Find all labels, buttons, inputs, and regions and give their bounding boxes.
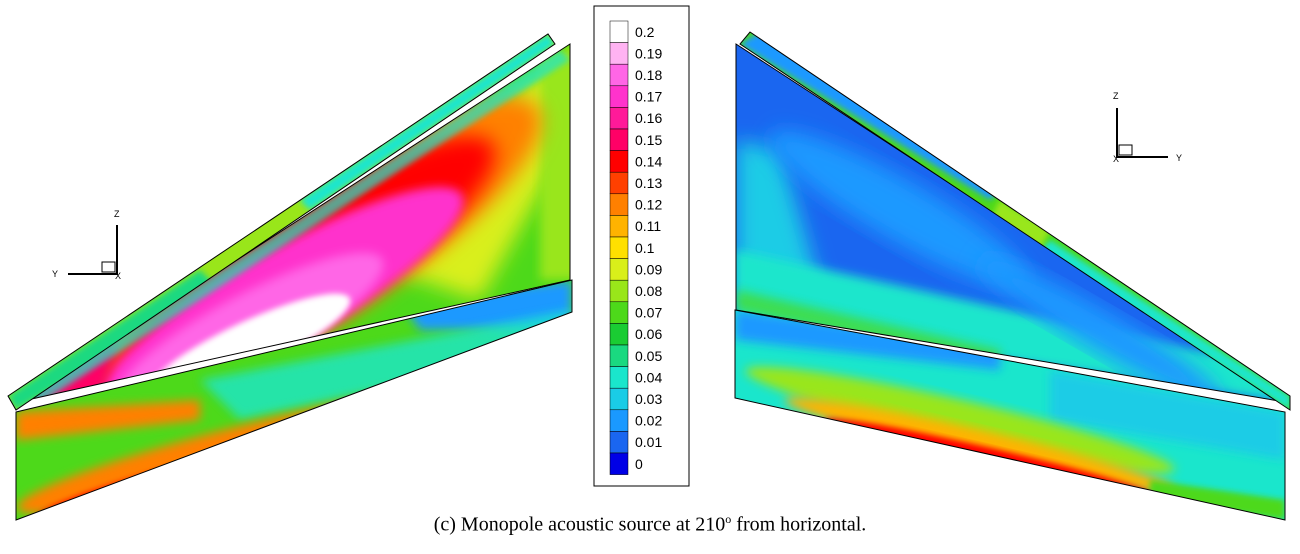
- legend-label: 0.13: [635, 175, 662, 191]
- caption-degree-superscript: o: [725, 512, 732, 526]
- legend-swatch: [609, 85, 629, 108]
- legend-swatch: [609, 431, 629, 454]
- legend-label: 0.15: [635, 132, 662, 148]
- right-triad-z-label: Z: [1113, 91, 1119, 101]
- legend-label: 0.02: [635, 413, 662, 429]
- left-axis-triad: Z Y X: [52, 209, 121, 281]
- right-wing-slat-outline: [739, 31, 1291, 411]
- legend-swatch: [609, 20, 629, 43]
- legend-label: 0.08: [635, 283, 662, 299]
- contour-legend: 0.2 0.19 0.18 0.17 0.16 0.15 0.14 0.13 0.12 0.11 0…: [593, 5, 690, 487]
- left-wing-slat-outline: [7, 33, 556, 411]
- legend-label: 0.12: [635, 197, 662, 213]
- legend-swatch: [609, 366, 629, 389]
- legend-label: 0.03: [635, 391, 662, 407]
- legend-swatch: [609, 409, 629, 432]
- legend-swatch: [609, 107, 629, 130]
- right-triad-y-label: Y: [1176, 153, 1182, 163]
- legend-swatch: [609, 193, 629, 216]
- legend-label: 0: [635, 456, 643, 472]
- right-axis-triad: Z Y X: [1113, 91, 1182, 164]
- legend-swatch: [609, 150, 629, 173]
- legend-label: 0.07: [635, 305, 662, 321]
- left-triad-x-label: X: [115, 271, 121, 281]
- legend-swatch: [609, 323, 629, 346]
- legend-label: 0.16: [635, 110, 662, 126]
- legend-label: 0.06: [635, 326, 662, 342]
- left-wing-flap-outline: [15, 279, 573, 521]
- legend-label: 0.19: [635, 45, 662, 61]
- left-triad-y-label: Y: [52, 269, 58, 279]
- left-wing-main-outline: [17, 43, 571, 403]
- legend-label: 0.09: [635, 261, 662, 277]
- legend-swatch: [609, 42, 629, 65]
- right-wing-flap-outline: [734, 309, 1286, 521]
- legend-swatch: [609, 387, 629, 411]
- legend-label: 0.1: [635, 240, 655, 256]
- legend-swatch: [609, 301, 629, 324]
- legend-label: 0.17: [635, 89, 662, 105]
- legend-label: 0.01: [635, 434, 662, 450]
- legend-label: 0.04: [635, 369, 662, 385]
- legend-label: 0.14: [635, 153, 662, 169]
- legend-swatch: [609, 128, 629, 151]
- legend-swatch: [609, 215, 629, 238]
- right-triad-x-label: X: [1113, 154, 1119, 164]
- legend-swatch: [609, 63, 629, 87]
- legend-swatch: [609, 344, 629, 367]
- figure-caption: (c) Monopole acoustic source at 210o fro…: [0, 512, 1300, 537]
- legend-label: 0.2: [635, 24, 655, 40]
- legend-label: 0.18: [635, 67, 662, 83]
- legend-swatch: [609, 279, 629, 303]
- left-triad-z-label: Z: [114, 209, 120, 219]
- legend-swatch: [609, 452, 629, 475]
- caption-suffix: from horizontal.: [731, 513, 867, 536]
- legend-swatch: [609, 258, 629, 281]
- legend-label: 0.11: [635, 218, 661, 234]
- legend-swatch: [609, 171, 629, 195]
- legend-swatch: [609, 236, 629, 259]
- caption-prefix: (c) Monopole acoustic source at 210: [433, 513, 726, 536]
- legend-label: 0.05: [635, 348, 662, 364]
